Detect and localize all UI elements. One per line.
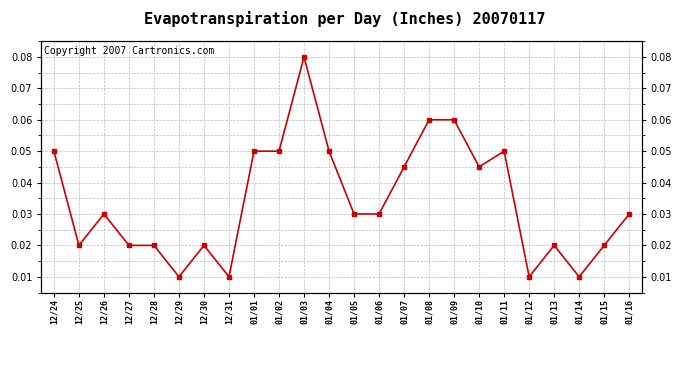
Text: Copyright 2007 Cartronics.com: Copyright 2007 Cartronics.com xyxy=(44,46,215,56)
Text: Evapotranspiration per Day (Inches) 20070117: Evapotranspiration per Day (Inches) 2007… xyxy=(144,11,546,27)
